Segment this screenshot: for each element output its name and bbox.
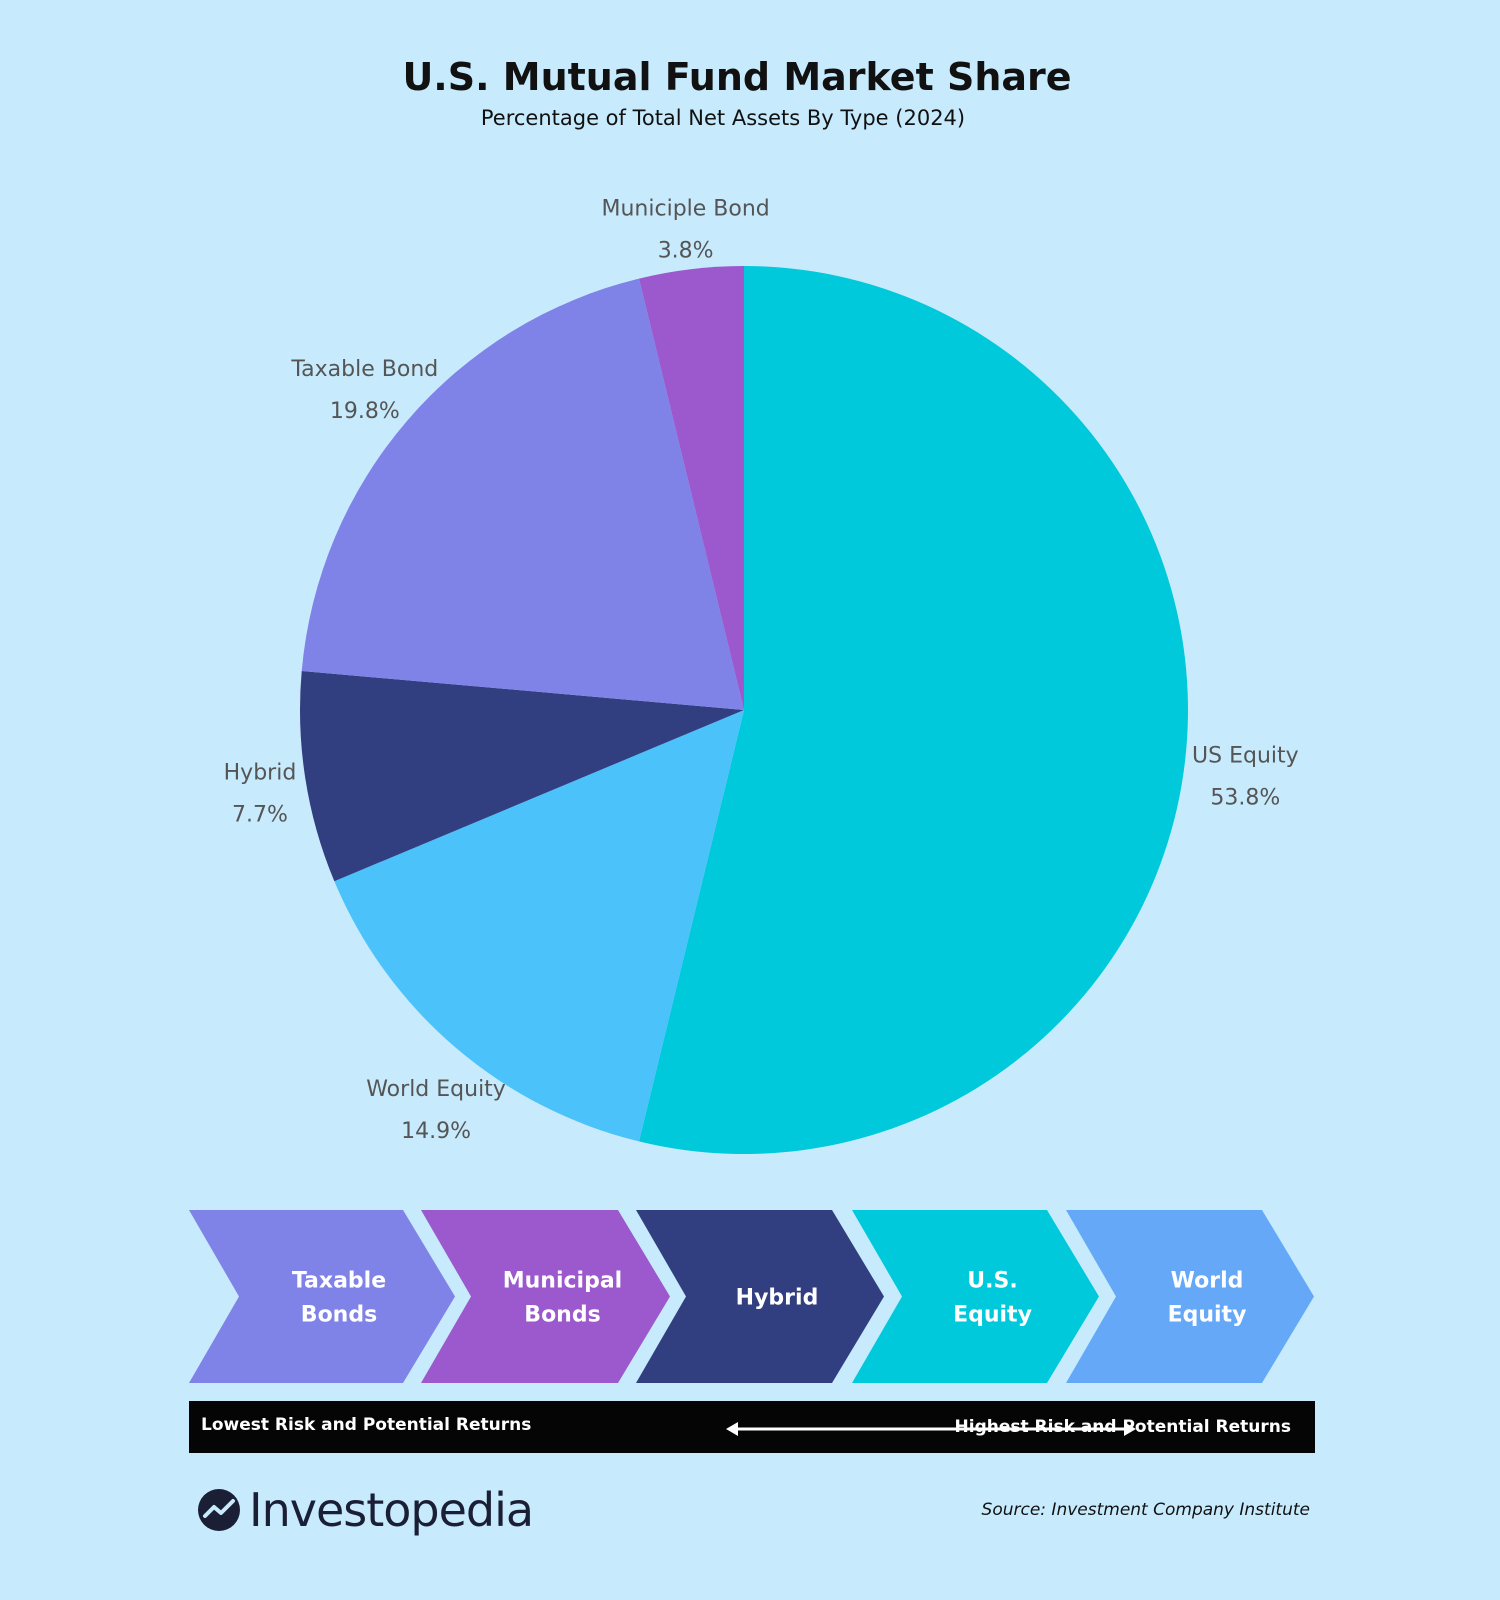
pie-slice-hybrid — [300, 670, 744, 882]
risk-chevron-label: Bonds — [301, 1303, 377, 1328]
pie-chart: US Equity 53.8% World Equity 14.9% Hybrid 7.7… — [189, 196, 1314, 1383]
risk-chevron-label: World — [1171, 1269, 1244, 1294]
brand-name: Investopedia — [249, 1483, 534, 1537]
risk-low-label: Lowest Risk and Potential Returns — [201, 1415, 532, 1435]
slice-label-value: 53.8% — [1210, 786, 1280, 811]
risk-chevron-label: Equity — [953, 1303, 1032, 1328]
source-note: Source: Investment Company Institute — [981, 1500, 1310, 1520]
slice-label-value: 3.8% — [658, 238, 714, 263]
double-arrow-icon — [726, 1422, 1136, 1436]
pie-slice-world-equity — [334, 710, 744, 1142]
risk-chevron — [1066, 1210, 1314, 1383]
risk-chevron — [636, 1210, 884, 1383]
risk-chevron-label: Bonds — [524, 1303, 600, 1328]
risk-chevron-label: Taxable — [292, 1269, 386, 1294]
risk-high-label: Highest Risk and Potential Returns — [954, 1417, 1291, 1437]
risk-scale-bar: Lowest Risk and Potential Returns Highes… — [189, 1401, 1315, 1453]
chart-title: U.S. Mutual Fund Market Share — [402, 55, 1072, 99]
investopedia-logo-icon — [198, 1489, 240, 1531]
risk-chevron — [189, 1210, 455, 1383]
slice-label-name: Municiple Bond — [602, 196, 770, 221]
slice-label-value: 7.7% — [232, 802, 288, 827]
pie-slice-municiple-bond — [638, 266, 744, 710]
slice-label-name: Taxable Bond — [290, 357, 438, 382]
risk-chevron-label: Equity — [1168, 1303, 1247, 1328]
pie-slice-taxable-bond — [301, 278, 744, 710]
slice-label-name: Hybrid — [224, 760, 297, 785]
risk-chevron — [852, 1210, 1099, 1383]
slice-label-name: US Equity — [1192, 744, 1299, 769]
slice-label-value: 14.9% — [401, 1119, 471, 1144]
investopedia-logo: Investopedia — [197, 1482, 534, 1538]
risk-chevron-label: Municipal — [503, 1269, 622, 1294]
slice-label-value: 19.8% — [330, 399, 400, 424]
chart-subtitle: Percentage of Total Net Assets By Type (… — [480, 106, 966, 130]
risk-chevron — [421, 1210, 670, 1383]
slice-label-name: World Equity — [366, 1077, 506, 1102]
risk-chevron-label: Hybrid — [736, 1286, 819, 1311]
pie-slice-us-equity — [638, 266, 1188, 1155]
risk-chevron-label: U.S. — [967, 1269, 1017, 1294]
